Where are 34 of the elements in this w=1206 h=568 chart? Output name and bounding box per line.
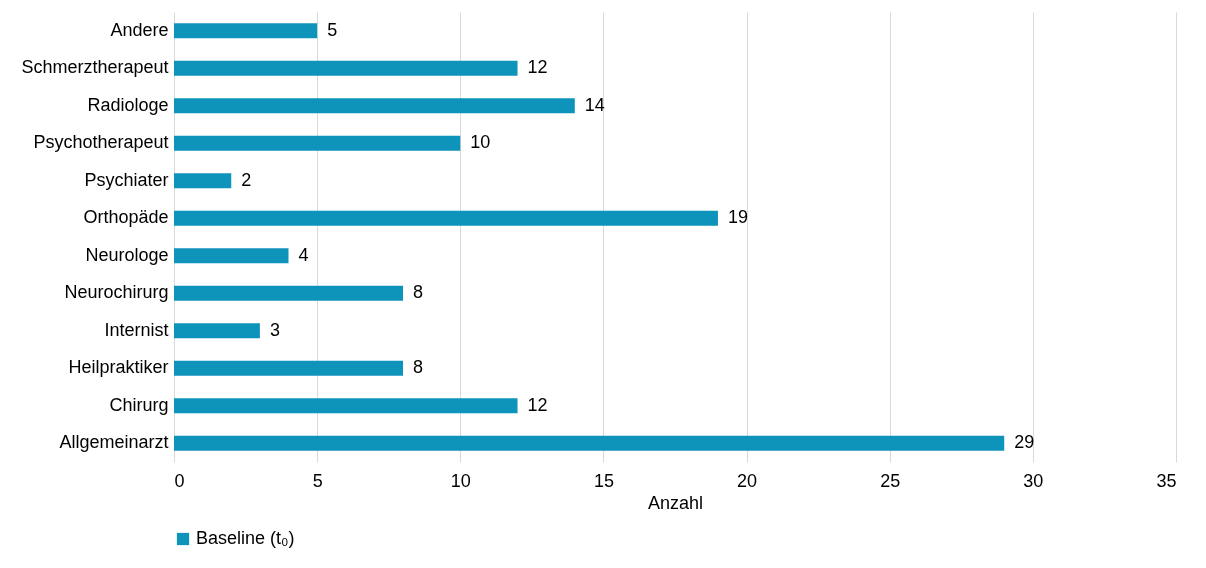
x-tick-label: 10 [450, 470, 471, 491]
data-label: 19 [727, 207, 748, 228]
data-label: 29 [1014, 432, 1035, 453]
data-label: 14 [584, 94, 605, 115]
data-label: 3 [269, 319, 280, 340]
y-tick-label: Chirurg [109, 394, 169, 415]
x-tick-label: 20 [737, 470, 758, 491]
y-tick-label: Neurochirurg [64, 282, 169, 303]
y-tick-label: Psychotherapeut [33, 132, 169, 153]
x-tick-label: 15 [593, 470, 614, 491]
data-label: 5 [327, 19, 338, 40]
data-label: 8 [413, 357, 424, 378]
data-label: 4 [298, 244, 309, 265]
y-tick-label: Heilpraktiker [68, 357, 169, 378]
data-label: 8 [413, 282, 424, 303]
y-tick-label: Radiologe [87, 94, 169, 115]
y-tick-label: Neurologe [85, 244, 169, 265]
x-axis-title: Anzahl [647, 492, 704, 513]
x-tick-label: 30 [1023, 470, 1044, 491]
x-tick-label: 0 [174, 470, 185, 491]
y-tick-label: Allgemeinarzt [59, 432, 169, 453]
y-tick-label: Schmerztherapeut [21, 57, 169, 78]
legend-label: Baseline (t₀) [196, 528, 295, 548]
y-tick-label: Andere [110, 19, 169, 40]
data-label: 12 [527, 57, 548, 78]
y-tick-label: Internist [104, 319, 169, 340]
y-tick-label: Orthopäde [83, 207, 169, 228]
x-tick-label: 5 [312, 470, 323, 491]
data-label: 2 [241, 169, 252, 190]
x-tick-label: 25 [880, 470, 901, 491]
x-tick-label: 35 [1156, 470, 1177, 491]
data-label: 12 [527, 394, 548, 415]
y-tick-label: Psychiater [84, 169, 169, 190]
data-label: 10 [470, 132, 491, 153]
